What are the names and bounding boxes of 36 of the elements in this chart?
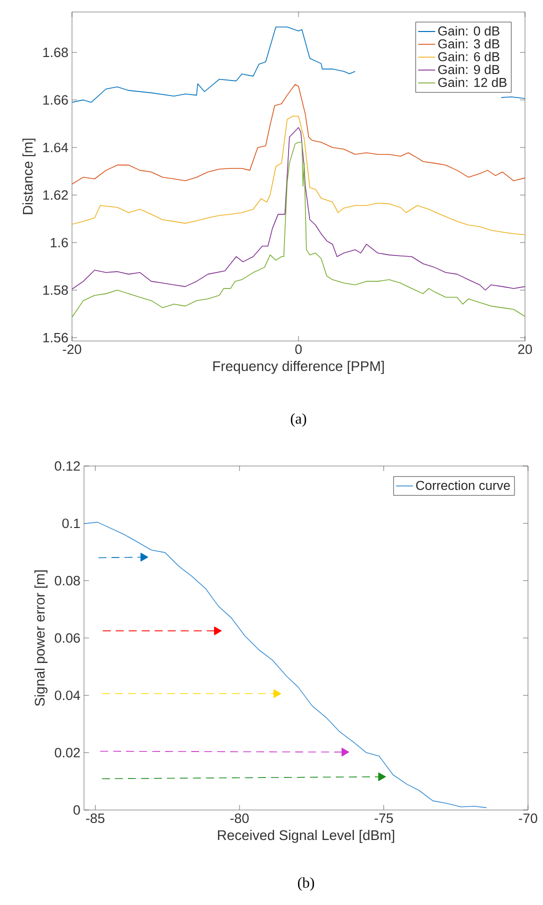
y-tick-label: 1.68 <box>43 48 68 58</box>
legend-label: Gain: 12 dB <box>438 78 507 88</box>
y-axis-title: Distance [m] <box>22 138 36 214</box>
y-axis-title: Signal power error [m] <box>34 570 48 706</box>
y-tick-label: 0.12 <box>54 461 80 471</box>
legend-label: Gain: 9 dB <box>438 64 500 74</box>
x-tick-label: -70 <box>518 814 538 824</box>
y-tick-label: 0.08 <box>54 576 80 586</box>
y-tick-label: 1.62 <box>43 190 68 200</box>
legend-label: Correction curve <box>416 480 510 490</box>
y-tick-label: 0.04 <box>54 690 80 700</box>
x-tick-label: 20 <box>518 344 532 354</box>
y-tick-label: 0.02 <box>54 748 80 758</box>
line-series <box>84 522 487 808</box>
x-axis-title: Frequency difference [PPM] <box>213 360 384 374</box>
text: (a) <box>290 413 306 427</box>
x-tick-label: 0 <box>295 344 302 354</box>
legend-label: Gain: 6 dB <box>438 52 500 62</box>
x-tick-label: -80 <box>230 814 249 824</box>
text: (b) <box>298 877 314 891</box>
x-axis-title: Received Signal Level [dBm] <box>218 830 394 843</box>
y-tick-label: 1.6 <box>50 238 68 248</box>
y-tick-label: 1.66 <box>43 95 68 105</box>
y-tick-label: 0.1 <box>62 518 80 528</box>
x-tick-label: -20 <box>62 344 82 354</box>
y-tick-label: 1.56 <box>43 332 68 342</box>
x-tick-label: -75 <box>374 814 393 823</box>
y-tick-label: 1.64 <box>43 142 68 152</box>
legend-label: Gain: 3 dB <box>438 38 500 48</box>
y-tick-label: 1.58 <box>43 285 68 295</box>
legend-label: Gain: 0 dB <box>438 26 500 36</box>
y-tick-label: 0 <box>74 805 80 815</box>
y-tick-label: 0.06 <box>54 633 80 643</box>
x-tick-label: -85 <box>86 814 104 824</box>
line-series <box>72 127 525 291</box>
line-series <box>72 116 525 236</box>
